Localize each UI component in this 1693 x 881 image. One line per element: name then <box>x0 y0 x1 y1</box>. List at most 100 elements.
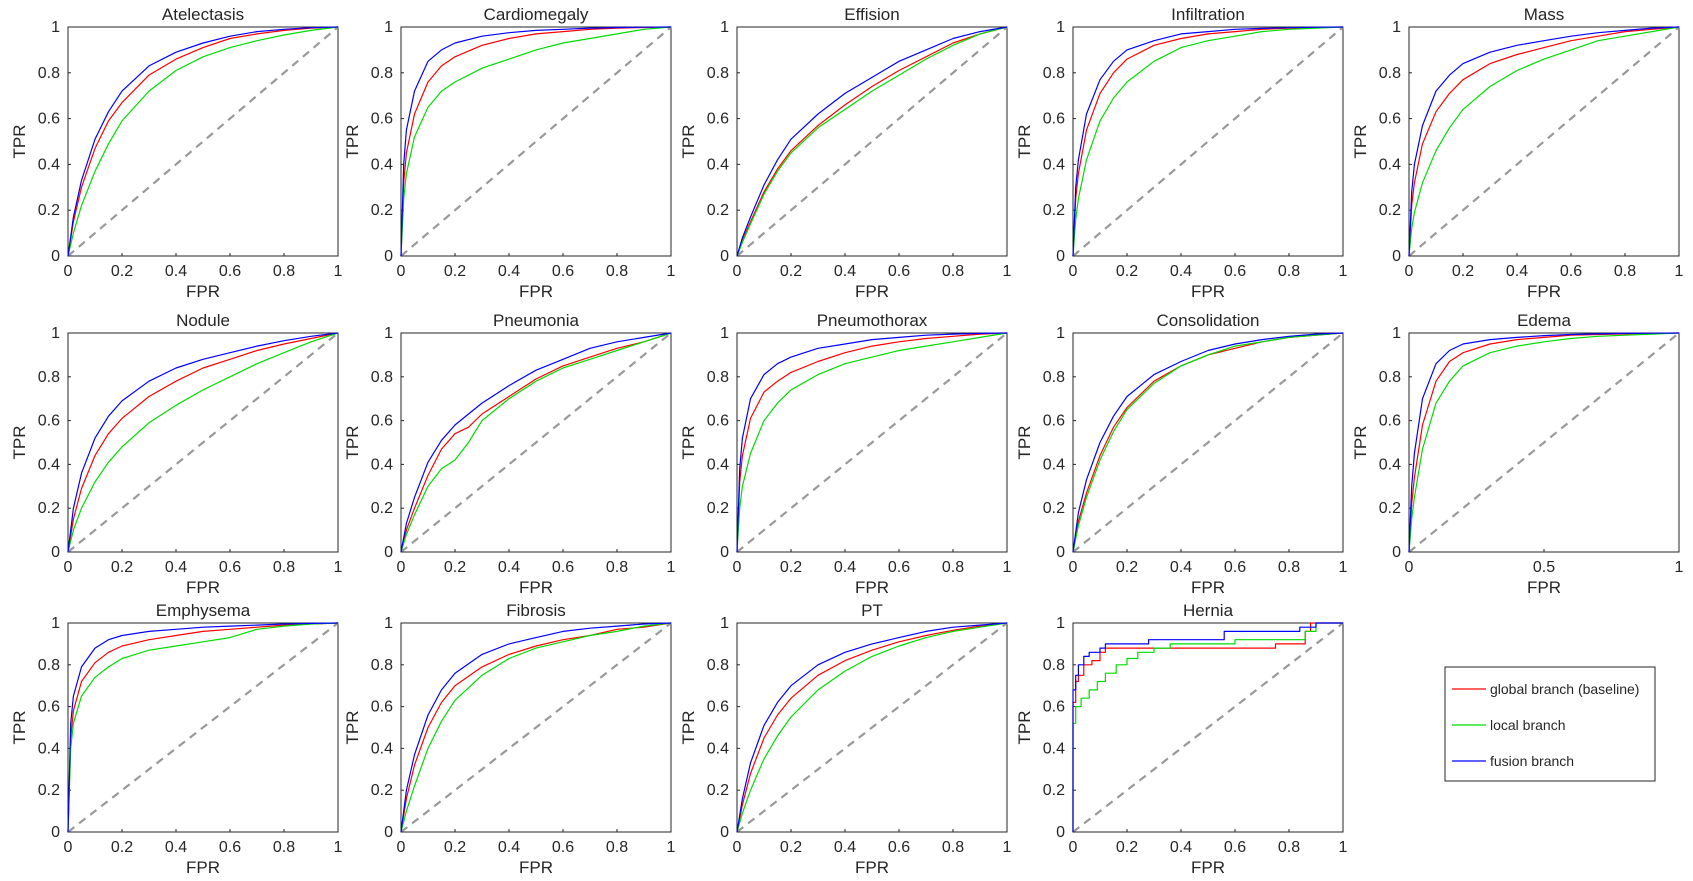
roc-curve-local <box>67 332 339 553</box>
x-tick-label: 1 <box>1339 559 1348 576</box>
y-tick-label: 0.8 <box>1043 65 1065 82</box>
subplot-title: Edema <box>1517 311 1571 330</box>
x-tick-label: 0.4 <box>165 263 187 280</box>
x-tick-label: 0.8 <box>1278 559 1300 576</box>
x-tick-label: 0 <box>1405 559 1414 576</box>
y-tick-label: 0.6 <box>1043 699 1065 716</box>
roc-curve-local <box>67 26 339 257</box>
x-tick-label: 0.2 <box>1116 839 1138 856</box>
y-tick-label: 0.6 <box>371 111 393 128</box>
x-tick-label: 0.6 <box>552 839 574 856</box>
y-tick-label: 1 <box>1056 19 1065 36</box>
roc-curve-fusion <box>736 622 1008 833</box>
y-tick-label: 0.6 <box>38 413 60 430</box>
y-tick-label: 1 <box>384 19 393 36</box>
roc-curve-global <box>400 26 672 257</box>
x-tick-label: 0 <box>64 263 73 280</box>
x-tick-label: 0.8 <box>273 839 295 856</box>
y-axis-label: TPR <box>1351 125 1370 159</box>
roc-curve-fusion <box>1408 332 1680 553</box>
chance-diagonal <box>1408 332 1680 553</box>
x-tick-label: 0.6 <box>219 839 241 856</box>
y-tick-label: 1 <box>1056 325 1065 342</box>
roc-curve-fusion <box>400 332 672 553</box>
roc-curve-local <box>400 332 672 553</box>
roc-curve-local <box>400 26 672 257</box>
x-tick-label: 1 <box>1003 839 1012 856</box>
y-tick-label: 0 <box>1392 248 1401 265</box>
x-axis-label: FPR <box>1191 282 1225 301</box>
subplot-title: Nodule <box>176 311 230 330</box>
y-tick-label: 0.6 <box>1379 111 1401 128</box>
subplot-effision: 0 0.2 0.4 0.6 0.8 1 0 0.2 0.4 0.6 0.8 1 Effision FPR T… <box>679 5 1012 301</box>
x-tick-label: 0.2 <box>1116 263 1138 280</box>
chance-diagonal <box>736 26 1008 257</box>
x-tick-label: 0.6 <box>888 839 910 856</box>
y-tick-label: 0.6 <box>371 413 393 430</box>
x-tick-label: 0.6 <box>219 559 241 576</box>
y-tick-label: 0.8 <box>1043 369 1065 386</box>
y-tick-label: 0 <box>720 248 729 265</box>
x-tick-label: 0.4 <box>1170 559 1192 576</box>
y-tick-label: 0.6 <box>707 413 729 430</box>
x-tick-label: 1 <box>334 839 343 856</box>
chance-diagonal <box>1072 26 1344 257</box>
y-axis-label: TPR <box>679 125 698 159</box>
x-tick-label: 0 <box>64 559 73 576</box>
y-tick-label: 0.2 <box>38 500 60 517</box>
roc-curve-global <box>1408 26 1680 257</box>
x-tick-label: 1 <box>1003 263 1012 280</box>
y-tick-label: 0.4 <box>38 156 60 173</box>
y-tick-label: 1 <box>720 325 729 342</box>
x-tick-label: 0.8 <box>606 263 628 280</box>
y-tick-label: 0.6 <box>1043 413 1065 430</box>
roc-curve-global <box>736 622 1008 833</box>
roc-curve-fusion <box>736 26 1008 257</box>
x-tick-label: 0.6 <box>888 559 910 576</box>
x-tick-label: 0.8 <box>942 263 964 280</box>
x-tick-label: 0.6 <box>888 263 910 280</box>
x-tick-label: 0.8 <box>942 839 964 856</box>
legend-label-global: global branch (baseline) <box>1490 681 1639 697</box>
chance-diagonal <box>1408 26 1680 257</box>
x-tick-label: 0.4 <box>834 559 856 576</box>
x-tick-label: 0.8 <box>1278 263 1300 280</box>
x-tick-label: 1 <box>667 559 676 576</box>
x-tick-label: 0.4 <box>498 559 520 576</box>
chance-diagonal <box>67 332 339 553</box>
subplot-pt: 0 0.2 0.4 0.6 0.8 1 0 0.2 0.4 0.6 0.8 1 PT FPR TPR <box>679 601 1012 877</box>
y-tick-label: 0.2 <box>707 202 729 219</box>
x-tick-label: 0.6 <box>1560 263 1582 280</box>
x-axis-label: FPR <box>855 578 889 597</box>
y-tick-label: 0.6 <box>38 699 60 716</box>
x-axis-label: FPR <box>1527 282 1561 301</box>
subplot-mass: 0 0.2 0.4 0.6 0.8 1 0 0.2 0.4 0.6 0.8 1 Mass FPR TPR <box>1351 5 1684 301</box>
x-axis-label: FPR <box>519 578 553 597</box>
y-axis-label: TPR <box>1015 426 1034 460</box>
y-tick-label: 0.2 <box>38 202 60 219</box>
y-tick-label: 0.4 <box>38 456 60 473</box>
y-tick-label: 0.2 <box>371 500 393 517</box>
x-tick-label: 0 <box>397 559 406 576</box>
roc-curve-fusion <box>1072 332 1344 553</box>
x-tick-label: 0.4 <box>834 839 856 856</box>
x-tick-label: 0.4 <box>1170 839 1192 856</box>
y-tick-label: 0.8 <box>707 65 729 82</box>
x-tick-label: 0 <box>733 559 742 576</box>
roc-curve-fusion <box>400 622 672 833</box>
subplot-title: Emphysema <box>156 601 251 620</box>
subplot-hernia: 0 0.2 0.4 0.6 0.8 1 0 0.2 0.4 0.6 0.8 1 Hernia FPR TPR <box>1015 601 1348 877</box>
y-tick-label: 0.8 <box>371 657 393 674</box>
x-tick-label: 0.6 <box>1224 839 1246 856</box>
y-axis-label: TPR <box>679 711 698 745</box>
x-tick-label: 0.4 <box>498 839 520 856</box>
y-tick-label: 0.2 <box>707 782 729 799</box>
chance-diagonal <box>67 26 339 257</box>
roc-curve-global <box>67 332 339 553</box>
roc-curve-local <box>1072 622 1343 832</box>
subplot-pneumonia: 0 0.2 0.4 0.6 0.8 1 0 0.2 0.4 0.6 0.8 1 Pneumonia FPR… <box>343 311 676 597</box>
x-axis-label: FPR <box>186 282 220 301</box>
subplot-fibrosis: 0 0.2 0.4 0.6 0.8 1 0 0.2 0.4 0.6 0.8 1 Fibrosis FPR T… <box>343 601 676 877</box>
chance-diagonal <box>1072 622 1344 833</box>
y-tick-label: 0 <box>1056 824 1065 841</box>
